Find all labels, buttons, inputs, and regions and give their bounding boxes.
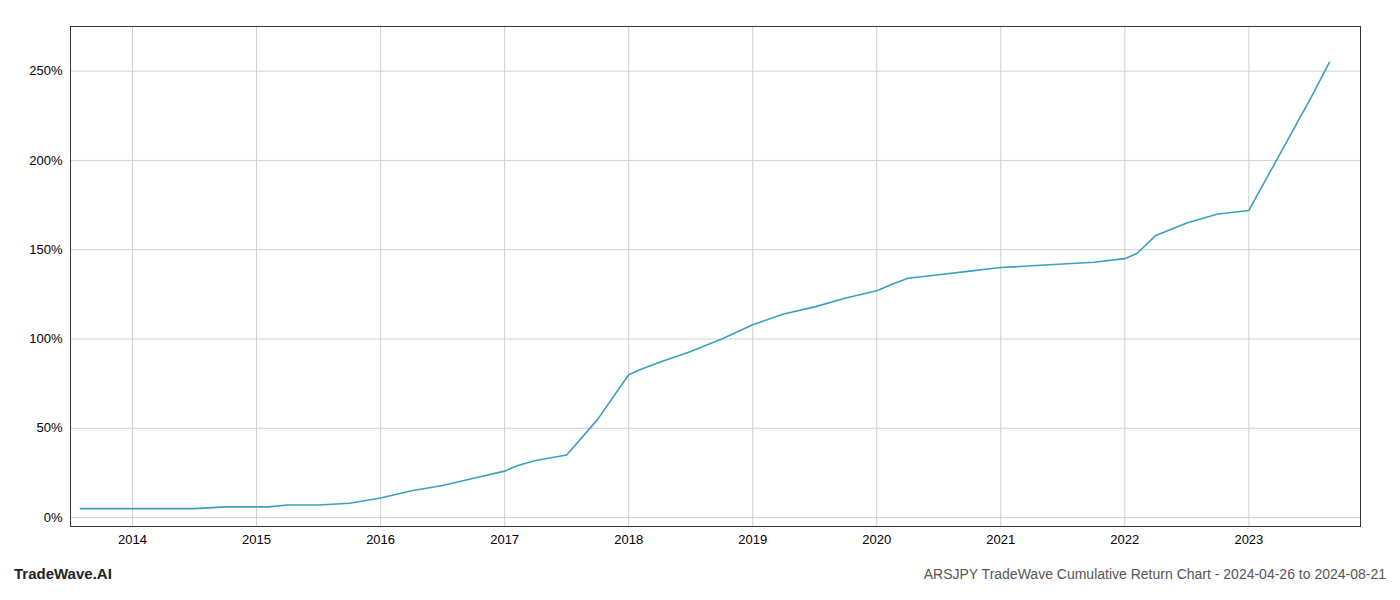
svg-text:0%: 0% xyxy=(44,510,63,525)
svg-text:250%: 250% xyxy=(29,63,63,78)
svg-text:2017: 2017 xyxy=(490,532,519,547)
svg-text:2022: 2022 xyxy=(1110,532,1139,547)
svg-text:2014: 2014 xyxy=(118,532,147,547)
svg-text:200%: 200% xyxy=(29,153,63,168)
svg-text:100%: 100% xyxy=(29,331,63,346)
svg-text:2023: 2023 xyxy=(1234,532,1263,547)
html-text:TradeWave.AI: TradeWave.AI xyxy=(14,565,112,582)
svg-text:150%: 150% xyxy=(29,242,63,257)
svg-text:2016: 2016 xyxy=(366,532,395,547)
svg-text:2020: 2020 xyxy=(862,532,891,547)
html-text:ARSJPY TradeWave Cumulative Re: ARSJPY TradeWave Cumulative Return Chart… xyxy=(923,566,1386,582)
svg-text:2019: 2019 xyxy=(738,532,767,547)
svg-text:2021: 2021 xyxy=(986,532,1015,547)
svg-text:2018: 2018 xyxy=(614,532,643,547)
svg-text:2015: 2015 xyxy=(242,532,271,547)
svg-text:50%: 50% xyxy=(36,420,62,435)
